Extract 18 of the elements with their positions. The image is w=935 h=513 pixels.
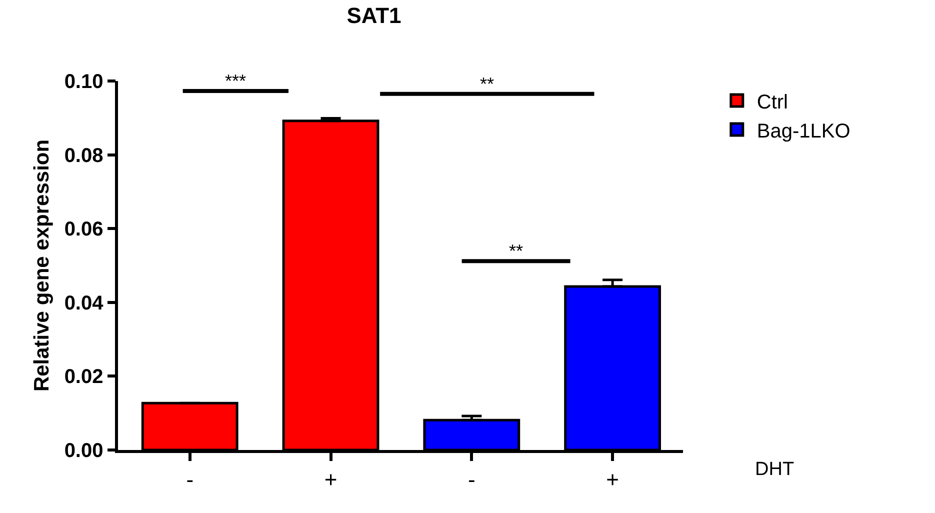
y-tick-label: 0.10 [64,71,104,93]
x-tick-label: + [324,467,338,492]
x-tick-label: + [606,467,619,492]
y-tick-label: 0.06 [64,218,104,241]
y-axis-title: Relative gene expression [30,139,54,392]
chart-title: SAT1 [346,3,402,28]
y-tick-label: 0.04 [64,292,104,314]
legend-label: Ctrl [756,91,788,114]
y-tick-label: 0.08 [64,144,104,167]
x-axis-title: DHT [755,459,794,480]
x-tick-label: - [468,467,476,492]
x-tick-label: - [186,467,194,492]
annotation: ** [509,241,524,261]
legend-label: Bag-1LKO [756,120,850,142]
y-tick-label: 0.00 [64,440,104,462]
y-tick-label: 0.02 [64,366,104,388]
annotation: *** [225,71,246,91]
annotation: ** [480,74,494,94]
